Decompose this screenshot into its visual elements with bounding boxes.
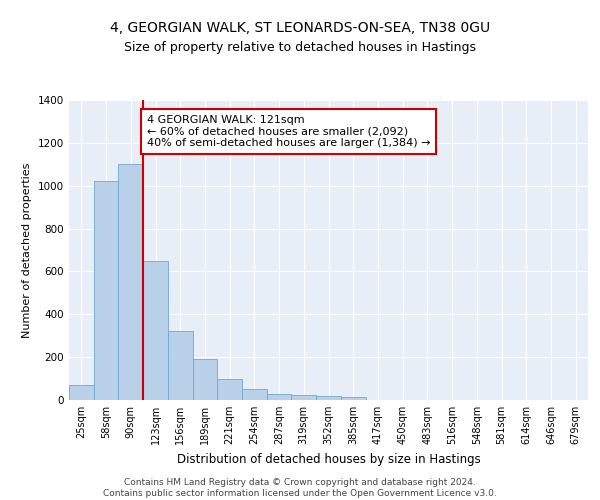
X-axis label: Distribution of detached houses by size in Hastings: Distribution of detached houses by size … bbox=[176, 452, 481, 466]
Text: 4, GEORGIAN WALK, ST LEONARDS-ON-SEA, TN38 0GU: 4, GEORGIAN WALK, ST LEONARDS-ON-SEA, TN… bbox=[110, 20, 490, 34]
Bar bbox=[193, 360, 217, 400]
Bar bbox=[217, 378, 242, 400]
Bar bbox=[341, 397, 365, 400]
Bar bbox=[267, 394, 292, 400]
Bar bbox=[69, 385, 94, 400]
Bar bbox=[316, 396, 341, 400]
Text: 4 GEORGIAN WALK: 121sqm
← 60% of detached houses are smaller (2,092)
40% of semi: 4 GEORGIAN WALK: 121sqm ← 60% of detache… bbox=[147, 115, 430, 148]
Text: Size of property relative to detached houses in Hastings: Size of property relative to detached ho… bbox=[124, 41, 476, 54]
Bar bbox=[292, 394, 316, 400]
Text: Contains HM Land Registry data © Crown copyright and database right 2024.
Contai: Contains HM Land Registry data © Crown c… bbox=[103, 478, 497, 498]
Bar bbox=[118, 164, 143, 400]
Bar bbox=[94, 182, 118, 400]
Bar bbox=[242, 390, 267, 400]
Bar bbox=[143, 260, 168, 400]
Y-axis label: Number of detached properties: Number of detached properties bbox=[22, 162, 32, 338]
Bar bbox=[168, 332, 193, 400]
